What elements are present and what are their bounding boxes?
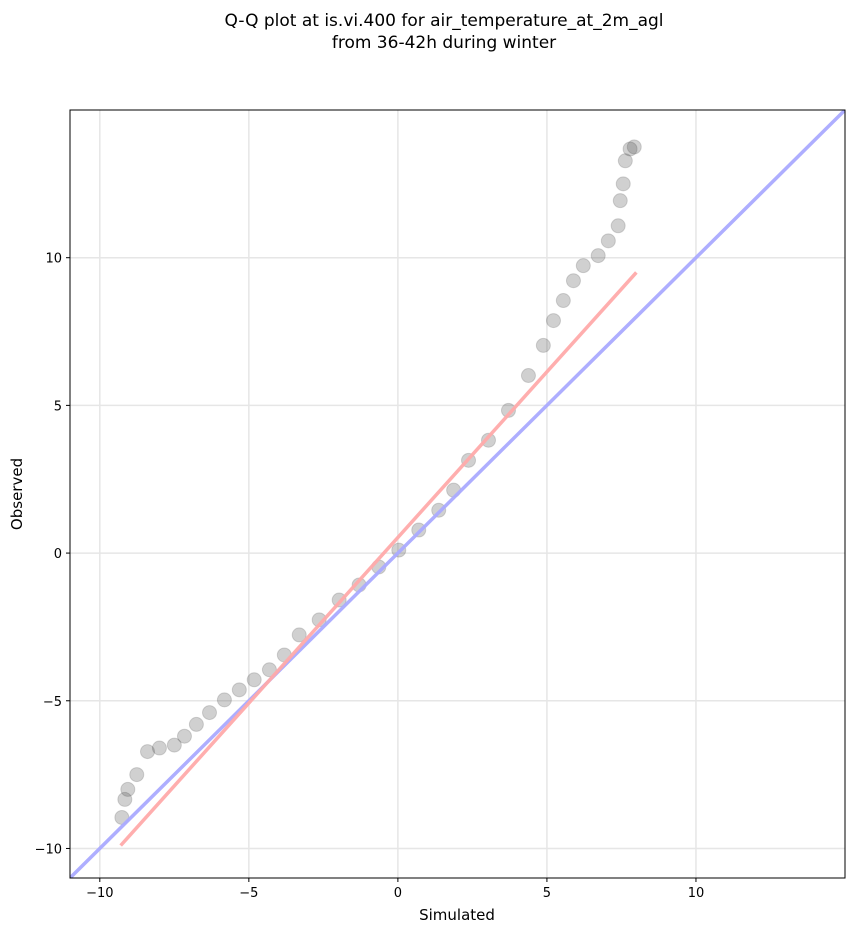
point [615,176,631,192]
x-tick-label: −10 [86,886,113,901]
point [545,313,561,329]
x-tick-label: 0 [394,886,402,901]
y-tick-label: −5 [43,695,62,710]
point [176,728,192,744]
point [590,248,606,264]
point [535,337,551,353]
y-tick-label: −10 [35,842,62,857]
point [626,139,642,155]
x-tick-label: −5 [239,886,258,901]
chart-title: from 36-42h during winter [332,33,556,53]
y-tick-label: 5 [54,399,62,414]
point [166,737,182,753]
point [565,273,581,289]
point [151,740,167,756]
point [261,662,277,678]
point [246,672,262,688]
point [520,368,536,384]
point [610,218,626,234]
reference-line [70,110,845,878]
point [117,791,133,807]
y-axis-label: Observed [8,458,26,530]
point [612,193,628,209]
plot-frame [69,109,846,879]
point [202,705,217,721]
chart-title: Q-Q plot at is.vi.400 for air_temperatur… [224,11,663,31]
point [231,682,247,698]
point [216,692,232,708]
point [500,402,516,418]
x-axis-label: Simulated [419,906,495,924]
point [188,716,204,732]
point [129,767,145,783]
y-tick-label: 10 [45,252,62,267]
point [617,153,633,169]
point [291,627,307,643]
reference-line [119,271,638,847]
x-tick-label: 5 [543,886,551,901]
y-tick-label: 0 [54,547,62,562]
point [600,233,616,249]
point [575,258,591,274]
point [120,781,136,797]
point [622,141,638,157]
point [555,293,571,309]
x-tick-label: 10 [688,886,705,901]
point [481,432,496,448]
point [140,744,155,760]
